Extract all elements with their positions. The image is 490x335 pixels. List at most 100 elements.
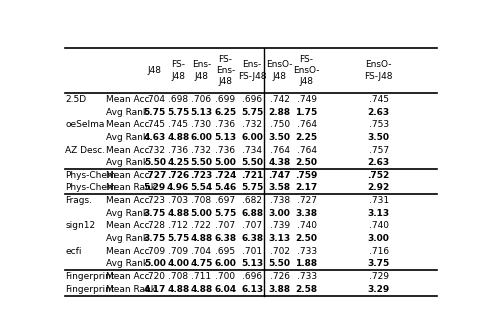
Text: 2.17: 2.17 [295, 184, 318, 193]
Text: 3.50: 3.50 [269, 133, 291, 142]
Text: 5.50: 5.50 [144, 158, 166, 167]
Text: FS-
EnsO-
J48: FS- EnsO- J48 [294, 55, 320, 86]
Text: 3.00: 3.00 [269, 209, 291, 218]
Text: .742: .742 [270, 95, 290, 104]
Text: .708: .708 [191, 196, 212, 205]
Text: .731: .731 [368, 196, 389, 205]
Text: .723: .723 [190, 171, 213, 180]
Text: .696: .696 [242, 272, 262, 281]
Text: 2.63: 2.63 [368, 108, 390, 117]
Text: .739: .739 [270, 221, 290, 230]
Text: 5.75: 5.75 [144, 108, 166, 117]
Text: Avg Rank: Avg Rank [106, 234, 148, 243]
Text: Fingerprint: Fingerprint [65, 285, 115, 294]
Text: Avg Rank: Avg Rank [106, 133, 148, 142]
Text: .695: .695 [216, 247, 236, 256]
Text: .720: .720 [145, 272, 165, 281]
Text: .697: .697 [216, 196, 236, 205]
Text: Fingerprint: Fingerprint [65, 272, 115, 281]
Text: 6.38: 6.38 [215, 234, 237, 243]
Text: 3.29: 3.29 [368, 285, 390, 294]
Text: .730: .730 [191, 120, 212, 129]
Text: Phys-Chem: Phys-Chem [65, 171, 116, 180]
Text: .750: .750 [270, 120, 290, 129]
Text: Frags.: Frags. [65, 196, 92, 205]
Text: .702: .702 [270, 247, 290, 256]
Text: 4.88: 4.88 [167, 285, 189, 294]
Text: 5.00: 5.00 [215, 158, 237, 167]
Text: .712: .712 [168, 221, 188, 230]
Text: .745: .745 [145, 120, 165, 129]
Text: .764: .764 [296, 120, 317, 129]
Text: .736: .736 [168, 145, 188, 154]
Text: Mean Acc.: Mean Acc. [106, 95, 152, 104]
Text: .716: .716 [368, 247, 389, 256]
Text: .732: .732 [242, 120, 262, 129]
Text: Mean Acc.: Mean Acc. [106, 120, 152, 129]
Text: FS-
J48: FS- J48 [171, 60, 185, 80]
Text: 5.75: 5.75 [167, 234, 189, 243]
Text: 2.58: 2.58 [295, 285, 318, 294]
Text: 5.13: 5.13 [241, 259, 263, 268]
Text: 3.75: 3.75 [368, 259, 390, 268]
Text: .752: .752 [368, 171, 390, 180]
Text: 6.88: 6.88 [241, 209, 263, 218]
Text: .753: .753 [368, 120, 389, 129]
Text: 4.25: 4.25 [167, 158, 189, 167]
Text: 5.00: 5.00 [191, 209, 212, 218]
Text: 5.54: 5.54 [190, 184, 213, 193]
Text: 3.13: 3.13 [269, 234, 291, 243]
Text: .727: .727 [144, 171, 166, 180]
Text: 6.13: 6.13 [241, 285, 263, 294]
Text: Mean Acc.: Mean Acc. [106, 145, 152, 154]
Text: .708: .708 [168, 272, 188, 281]
Text: 4.17: 4.17 [144, 285, 166, 294]
Text: 5.75: 5.75 [167, 108, 189, 117]
Text: 4.88: 4.88 [167, 133, 189, 142]
Text: .726: .726 [270, 272, 290, 281]
Text: Mean Acc.: Mean Acc. [106, 221, 152, 230]
Text: .757: .757 [368, 145, 389, 154]
Text: .703: .703 [168, 196, 188, 205]
Text: .696: .696 [242, 95, 262, 104]
Text: .724: .724 [214, 171, 237, 180]
Text: sign12: sign12 [65, 221, 95, 230]
Text: Mean Acc.: Mean Acc. [106, 247, 152, 256]
Text: .727: .727 [296, 196, 317, 205]
Text: J48: J48 [148, 66, 162, 75]
Text: Ens-
FS-J48: Ens- FS-J48 [238, 60, 267, 80]
Text: 5.13: 5.13 [215, 133, 237, 142]
Text: Mean Acc.: Mean Acc. [106, 272, 152, 281]
Text: .733: .733 [296, 247, 317, 256]
Text: .738: .738 [270, 196, 290, 205]
Text: ecfi: ecfi [65, 247, 81, 256]
Text: .704: .704 [145, 95, 165, 104]
Text: 3.58: 3.58 [269, 184, 291, 193]
Text: FS-
Ens-
J48: FS- Ens- J48 [216, 55, 235, 86]
Text: .736: .736 [216, 145, 236, 154]
Text: 6.00: 6.00 [191, 133, 212, 142]
Text: 2.50: 2.50 [295, 158, 318, 167]
Text: 6.00: 6.00 [241, 133, 263, 142]
Text: 4.38: 4.38 [269, 158, 291, 167]
Text: 2.92: 2.92 [368, 184, 390, 193]
Text: .701: .701 [242, 247, 262, 256]
Text: 5.75: 5.75 [214, 209, 237, 218]
Text: 3.75: 3.75 [144, 234, 166, 243]
Text: EnsO-
J48: EnsO- J48 [267, 60, 293, 80]
Text: 5.46: 5.46 [214, 184, 237, 193]
Text: 3.75: 3.75 [144, 209, 166, 218]
Text: .734: .734 [242, 145, 262, 154]
Text: .722: .722 [192, 221, 211, 230]
Text: Mean Acc.: Mean Acc. [106, 171, 152, 180]
Text: 5.75: 5.75 [241, 108, 263, 117]
Text: .740: .740 [368, 221, 389, 230]
Text: 3.13: 3.13 [368, 209, 390, 218]
Text: 1.88: 1.88 [295, 259, 318, 268]
Text: 5.75: 5.75 [241, 184, 263, 193]
Text: 2.5D: 2.5D [65, 95, 86, 104]
Text: 4.00: 4.00 [167, 259, 189, 268]
Text: .704: .704 [192, 247, 211, 256]
Text: .764: .764 [296, 145, 317, 154]
Text: 2.50: 2.50 [295, 234, 318, 243]
